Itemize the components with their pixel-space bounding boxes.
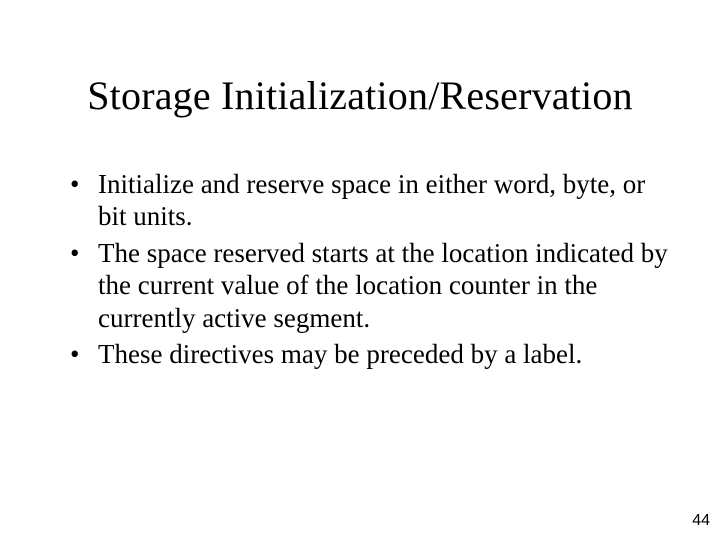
list-item: The space reserved starts at the locatio… <box>70 237 670 334</box>
slide: Storage Initialization/Reservation Initi… <box>0 0 720 540</box>
bullet-list: Initialize and reserve space in either w… <box>70 168 670 370</box>
bullet-text: Initialize and reserve space in either w… <box>98 169 645 231</box>
slide-body: Initialize and reserve space in either w… <box>70 168 670 374</box>
bullet-text: These directives may be preceded by a la… <box>98 339 582 369</box>
bullet-text: The space reserved starts at the locatio… <box>98 238 668 333</box>
page-number: 44 <box>692 512 710 530</box>
slide-title: Storage Initialization/Reservation <box>0 72 720 119</box>
list-item: These directives may be preceded by a la… <box>70 338 670 370</box>
list-item: Initialize and reserve space in either w… <box>70 168 670 233</box>
